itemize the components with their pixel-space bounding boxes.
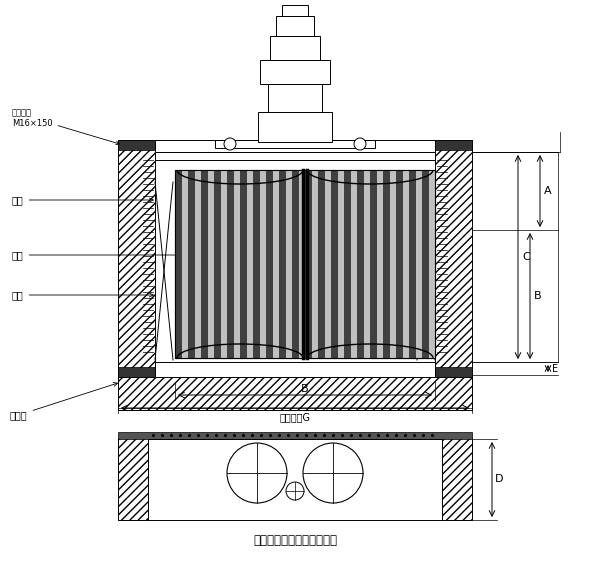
Bar	[215, 140, 375, 148]
Circle shape	[227, 443, 287, 503]
Text: 格栅: 格栅	[12, 195, 153, 205]
Bar	[270, 36, 320, 60]
Bar	[258, 112, 332, 142]
Bar	[415, 170, 422, 358]
Bar	[389, 170, 396, 358]
Text: 拦污栅: 拦污栅	[10, 383, 118, 420]
Bar	[272, 170, 279, 358]
Bar	[318, 170, 325, 358]
Bar	[403, 170, 409, 358]
Bar	[227, 170, 233, 358]
Text: 导轨: 导轨	[12, 290, 153, 300]
Bar	[377, 170, 383, 358]
Bar	[337, 170, 344, 358]
Bar	[325, 170, 331, 358]
Text: 双鼓粉碎型格栅安装示意图: 双鼓粉碎型格栅安装示意图	[253, 534, 337, 547]
Bar	[221, 170, 227, 358]
Circle shape	[224, 138, 236, 150]
Circle shape	[286, 482, 304, 500]
Bar	[350, 170, 357, 358]
Text: 渠道宽度G: 渠道宽度G	[280, 412, 311, 422]
Bar	[383, 170, 389, 358]
Text: B: B	[534, 291, 542, 301]
Text: E: E	[552, 363, 558, 374]
Text: A: A	[544, 186, 551, 196]
Text: C: C	[522, 252, 530, 262]
Bar	[118, 377, 472, 410]
Bar	[428, 170, 435, 358]
Bar	[396, 170, 403, 358]
Text: 转鼓: 转鼓	[12, 250, 191, 260]
Bar	[247, 170, 253, 358]
Bar	[344, 170, 350, 358]
Bar	[155, 362, 435, 377]
Text: D: D	[495, 474, 503, 484]
Bar	[409, 170, 415, 358]
Bar	[268, 84, 322, 112]
Bar	[233, 170, 240, 358]
Bar	[201, 170, 208, 358]
Bar	[422, 170, 428, 358]
Bar	[175, 170, 435, 358]
Bar	[118, 140, 155, 377]
Bar	[214, 170, 221, 358]
Bar	[286, 170, 292, 358]
Bar	[442, 438, 472, 520]
Bar	[253, 170, 260, 358]
Bar	[370, 170, 377, 358]
Bar	[279, 170, 286, 358]
Bar	[148, 439, 442, 520]
Bar	[435, 140, 472, 377]
Bar	[331, 170, 337, 358]
Circle shape	[303, 443, 363, 503]
Bar	[299, 170, 305, 358]
Bar	[357, 170, 364, 358]
Bar	[435, 140, 472, 150]
Bar	[435, 367, 472, 377]
Bar	[118, 432, 472, 439]
Text: B: B	[301, 384, 309, 394]
Bar	[292, 170, 299, 358]
Bar	[118, 140, 155, 150]
Bar	[364, 170, 370, 358]
Bar	[282, 5, 308, 16]
Bar	[266, 170, 272, 358]
Bar	[175, 170, 435, 358]
Bar	[118, 367, 155, 377]
Bar	[188, 170, 194, 358]
Bar	[240, 170, 247, 358]
Bar	[276, 16, 314, 36]
Bar	[175, 170, 182, 358]
Bar	[260, 60, 330, 84]
Bar	[155, 140, 435, 152]
Bar	[118, 438, 148, 520]
Bar	[260, 170, 266, 358]
Bar	[208, 170, 214, 358]
Bar	[305, 170, 311, 358]
Bar	[311, 170, 318, 358]
Circle shape	[354, 138, 366, 150]
Bar	[182, 170, 188, 358]
Bar	[155, 152, 435, 160]
Text: 膨胀螺栓
M16×150: 膨胀螺栓 M16×150	[12, 108, 119, 144]
Bar	[194, 170, 201, 358]
